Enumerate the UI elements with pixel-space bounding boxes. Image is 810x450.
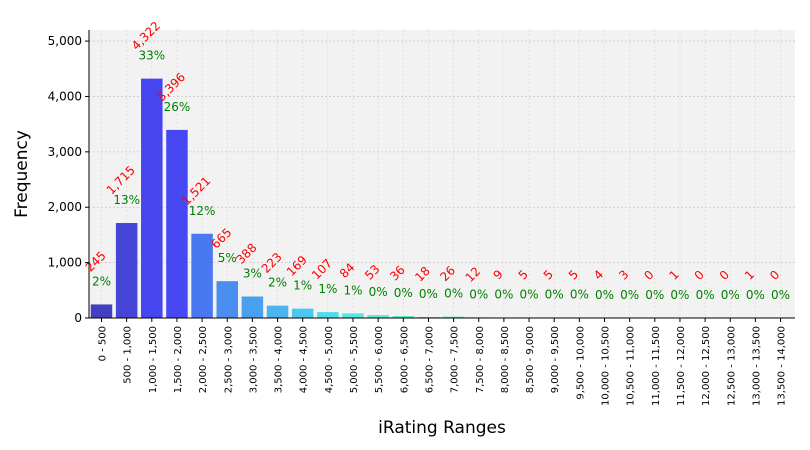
percent-label: 0% [444, 287, 463, 301]
x-tick-label: 10,000 - 10,500 [601, 326, 612, 406]
percent-label: 0% [570, 288, 589, 302]
bar [166, 129, 188, 318]
percent-label: 0% [469, 287, 488, 301]
percent-label: 0% [419, 287, 438, 301]
bar [291, 308, 314, 318]
x-tick-label: 7,000 - 7,500 [450, 326, 461, 393]
x-tick-label: 2,500 - 3,000 [223, 326, 234, 393]
x-tick-label: 9,500 - 10,000 [575, 326, 586, 400]
bar [241, 296, 264, 318]
bar [367, 315, 389, 318]
y-axis-title: Frequency [12, 130, 32, 218]
percent-label: 0% [369, 285, 388, 299]
percent-label: 0% [545, 288, 564, 302]
y-ticks: 0 1,000 2,000 3,000 4,000 5,000 [48, 34, 89, 325]
y-tick-label: 5,000 [48, 34, 82, 48]
x-tick-label: 1,000 - 1,500 [148, 326, 159, 393]
percent-label: 0% [595, 288, 614, 302]
percent-label: 5% [218, 251, 237, 265]
bar [442, 316, 465, 318]
bar [317, 312, 339, 318]
percent-label: 13% [113, 193, 140, 207]
percent-label: 0% [645, 288, 664, 302]
x-tick-label: 0 - 500 [98, 326, 109, 361]
x-tick-label: 9,000 - 9,500 [550, 326, 561, 393]
percent-label: 0% [746, 288, 765, 302]
y-tick-label: 4,000 [48, 89, 82, 103]
bar [191, 233, 213, 318]
percent-label: 33% [138, 49, 165, 63]
x-tick-label: 5,500 - 6,000 [374, 326, 385, 393]
bar [141, 78, 163, 319]
x-axis-title: iRating Ranges [378, 418, 506, 438]
percent-label: 26% [164, 100, 191, 114]
bars [90, 78, 767, 319]
percent-label: 0% [771, 288, 790, 302]
y-tick-label: 3,000 [48, 145, 82, 159]
x-tick-label: 13,500 - 14,000 [777, 326, 788, 406]
percent-label: 1% [343, 283, 362, 297]
x-tick-label: 8,000 - 8,500 [500, 326, 511, 393]
bar [90, 304, 113, 318]
x-tick-label: 500 - 1,000 [123, 326, 134, 384]
x-tick-label: 10,500 - 11,000 [626, 326, 637, 406]
percent-label: 0% [394, 286, 413, 300]
x-tick-label: 4,500 - 5,000 [324, 326, 335, 393]
percent-label: 0% [620, 288, 639, 302]
percent-label: 0% [721, 288, 740, 302]
percent-label: 2% [268, 276, 287, 290]
y-tick-label: 0 [74, 311, 82, 325]
x-tick-label: 2,000 - 2,500 [198, 326, 209, 393]
x-ticks: 0 - 500 500 - 1,000 1,000 - 1,500 1,500 - 2… [98, 318, 788, 406]
percent-label: 1% [318, 282, 337, 296]
x-tick-label: 7,500 - 8,000 [475, 326, 486, 393]
x-tick-label: 4,000 - 4,500 [299, 326, 310, 393]
x-tick-label: 13,000 - 13,500 [751, 326, 762, 406]
bar [342, 313, 364, 318]
bar [266, 305, 289, 318]
percent-label: 3% [243, 267, 262, 281]
x-tick-label: 12,000 - 12,500 [701, 326, 712, 406]
percent-label: 2% [92, 274, 111, 288]
x-tick-label: 3,500 - 4,000 [274, 326, 285, 393]
percent-label: 0% [696, 288, 715, 302]
percent-label: 0% [494, 288, 513, 302]
percent-label: 0% [520, 288, 539, 302]
x-tick-label: 11,500 - 12,000 [676, 326, 687, 406]
x-tick-label: 6,000 - 6,500 [399, 326, 410, 393]
percent-labels: 2% 13% 33% 26% 12% 5% 3% 2% 1% 1% 1% 0% 0% 0% 0% 0% 0% 0%… [92, 49, 790, 302]
y-tick-label: 2,000 [48, 200, 82, 214]
percent-label: 0% [670, 288, 689, 302]
percent-label: 12% [189, 204, 216, 218]
y-tick-label: 1,000 [48, 256, 82, 270]
x-tick-label: 11,000 - 11,500 [651, 326, 662, 406]
percent-label: 1% [293, 279, 312, 293]
x-tick-label: 8,500 - 9,000 [525, 326, 536, 393]
bar [115, 223, 138, 318]
x-tick-label: 3,000 - 3,500 [248, 326, 259, 393]
x-tick-label: 12,500 - 13,000 [726, 326, 737, 406]
bar [216, 281, 238, 318]
x-tick-label: 1,500 - 2,000 [173, 326, 184, 393]
bar [392, 316, 415, 318]
x-tick-label: 5,000 - 5,500 [349, 326, 360, 393]
x-tick-label: 6,500 - 7,000 [424, 326, 435, 393]
